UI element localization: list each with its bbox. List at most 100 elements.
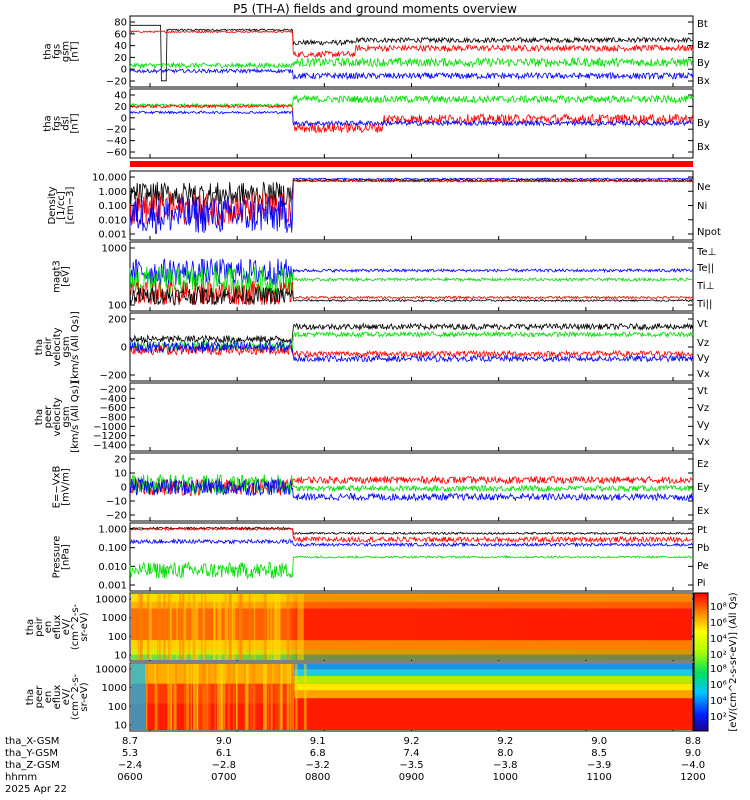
legend-Ne: Ne [697,182,711,193]
series-vy [129,330,694,352]
mode-bar [130,161,693,167]
spectrogram-streak [184,664,186,730]
spectrogram-streak [203,664,206,730]
spectrogram-streak [231,594,233,660]
series-ti-perp [129,265,694,297]
legend-Pb: Pb [697,543,709,554]
spectrogram-band [294,664,693,670]
series-bt [130,24,694,82]
panel-peer-vel: −200−400−600−800−1000−1200−1400 thapeerve… [34,381,710,453]
panel-frame [129,592,694,662]
xaxis-value: −2.8 [212,760,236,771]
legend-Bt: Bt [697,19,708,30]
spectrogram-streak [224,664,226,730]
xaxis-value: 7.4 [404,748,420,759]
spectrogram-band [131,601,692,609]
spectrogram-streak [204,594,207,660]
ylabel-line: tha [43,43,54,59]
ytick-label: −60 [106,148,127,159]
xaxis-row-label: tha_X-GSM [5,736,59,747]
legend-Vx: Vx [697,369,710,380]
spectrogram-streak [289,664,292,730]
ytick-label: −1400 [93,441,127,452]
ylabel-line: [nT] [70,113,81,133]
spectrogram-streak [190,664,192,730]
spectrogram-streak [199,664,201,730]
xaxis-value: 1100 [586,772,611,783]
ylabel-line: [eV] [61,266,72,287]
ylabel-line: [km/s (All Qs)] [70,381,81,453]
ylabel-line: E=−VxB [52,466,63,509]
legend-Vx: Vx [697,437,710,448]
panel-frame [129,312,694,382]
ylabel-line: gsm [61,406,72,427]
ylabel-line: tha [25,619,36,635]
spectrogram-streak [219,594,222,660]
colorbar-tick: 10⁶ [710,618,727,629]
colorbar-tick: 10⁸ [710,664,727,675]
spectrogram-streak [270,594,273,660]
ytick-label: −20 [106,511,127,522]
spectrogram-streak [297,594,301,660]
colorbar-tick: 10⁸ [710,602,727,613]
xaxis-row-label: tha_Z-GSM [5,760,60,771]
ytick-label: 0.001 [98,230,127,241]
ytick-label: 20 [114,53,127,64]
spectrogram-streak [168,594,172,660]
spectrogram-streak [196,664,199,730]
ylabel-line: en [43,691,54,704]
spectrogram-streak [174,664,177,730]
ylabel-line: sr-eV) [79,612,90,641]
ylabel-line: peir [43,336,54,356]
ytick-label: 1000 [102,613,127,624]
spectrogram-streak [277,664,281,730]
series-vt [129,322,694,345]
legend-Ey: Ey [697,482,709,493]
ytick-label: 0.100 [98,543,127,554]
spectrogram-streak [145,664,148,730]
panel-density: 10.000 1.000 0.100 0.010 0.001 Density[1/cc][… [47,170,721,241]
spectrogram-streak [226,594,228,660]
ytick-label: 100 [108,632,127,643]
spectrogram-streak [229,594,231,660]
ytick-label: −800 [100,413,127,424]
legend-By: By [697,118,710,129]
ytick-label: 1.000 [98,525,127,536]
ytick-label: −200 [100,385,127,396]
ytick-label: 0.010 [98,215,127,226]
spectrogram-band [294,683,693,691]
legend-Vy: Vy [697,353,710,364]
ytick-label: 1.000 [98,187,127,198]
spectrogram-streak [163,594,166,660]
xaxis-date: 2025 Apr 22 [5,784,67,795]
ylabel-line: eV/ [61,688,72,705]
spectrogram-streak [214,664,217,730]
series-bz [129,103,694,134]
spectrogram-streak [192,664,195,730]
series-te-par [129,286,694,306]
xaxis-value: 0800 [305,772,330,783]
legend-Bx: Bx [697,142,710,153]
xaxis-value: 0600 [117,772,142,783]
xaxis-value: 8.0 [497,748,513,759]
spectrogram-streak [239,594,243,660]
ylabel-line: sr-eV) [79,682,90,711]
ylabel-line: magt3 [52,260,63,293]
colorbar: 10⁸ 10⁶ 10⁴ 10² 10⁸ 10⁶ 10⁴ 10² [eV/(cm^2-s-sr-e… [693,592,739,732]
colorbar-tick: 10² [710,712,727,723]
ylabel-line: peir [34,616,45,636]
ytick-label: 10.000 [92,173,127,184]
xaxis-value: 9.2 [497,736,513,747]
ytick-label: −1200 [93,431,127,442]
ytick-label: 10 [114,651,127,662]
ytick-label: −200 [100,371,127,382]
ylabel-line: eV/ [61,618,72,635]
xaxis-value: 8.7 [122,736,138,747]
ytick-label: −1000 [93,422,127,433]
xaxis-value: 6.8 [310,748,326,759]
xaxis-value: 9.0 [591,736,607,747]
series-ne [129,179,694,226]
spectrogram-streak [274,594,278,660]
ytick-label: 10000 [95,665,127,676]
ytick-label: 40 [114,91,127,102]
